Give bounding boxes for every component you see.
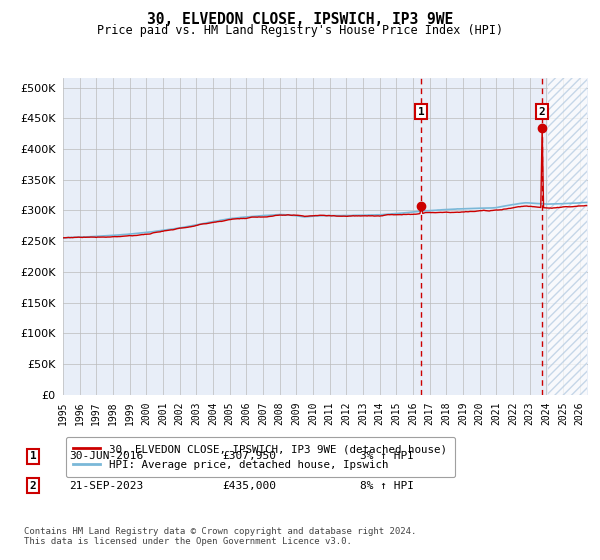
Text: £435,000: £435,000 <box>222 480 276 491</box>
Text: 30, ELVEDON CLOSE, IPSWICH, IP3 9WE: 30, ELVEDON CLOSE, IPSWICH, IP3 9WE <box>147 12 453 27</box>
Text: 30-JUN-2016: 30-JUN-2016 <box>69 451 143 461</box>
Text: 1: 1 <box>418 106 425 116</box>
Text: Price paid vs. HM Land Registry's House Price Index (HPI): Price paid vs. HM Land Registry's House … <box>97 24 503 36</box>
Text: 3% ↑ HPI: 3% ↑ HPI <box>360 451 414 461</box>
Text: Contains HM Land Registry data © Crown copyright and database right 2024.
This d: Contains HM Land Registry data © Crown c… <box>24 526 416 546</box>
Text: 8% ↑ HPI: 8% ↑ HPI <box>360 480 414 491</box>
Text: 2: 2 <box>539 106 545 116</box>
Text: 2: 2 <box>29 480 37 491</box>
Legend: 30, ELVEDON CLOSE, IPSWICH, IP3 9WE (detached house), HPI: Average price, detach: 30, ELVEDON CLOSE, IPSWICH, IP3 9WE (det… <box>66 437 455 477</box>
Text: 21-SEP-2023: 21-SEP-2023 <box>69 480 143 491</box>
Text: £307,950: £307,950 <box>222 451 276 461</box>
Text: 1: 1 <box>29 451 37 461</box>
